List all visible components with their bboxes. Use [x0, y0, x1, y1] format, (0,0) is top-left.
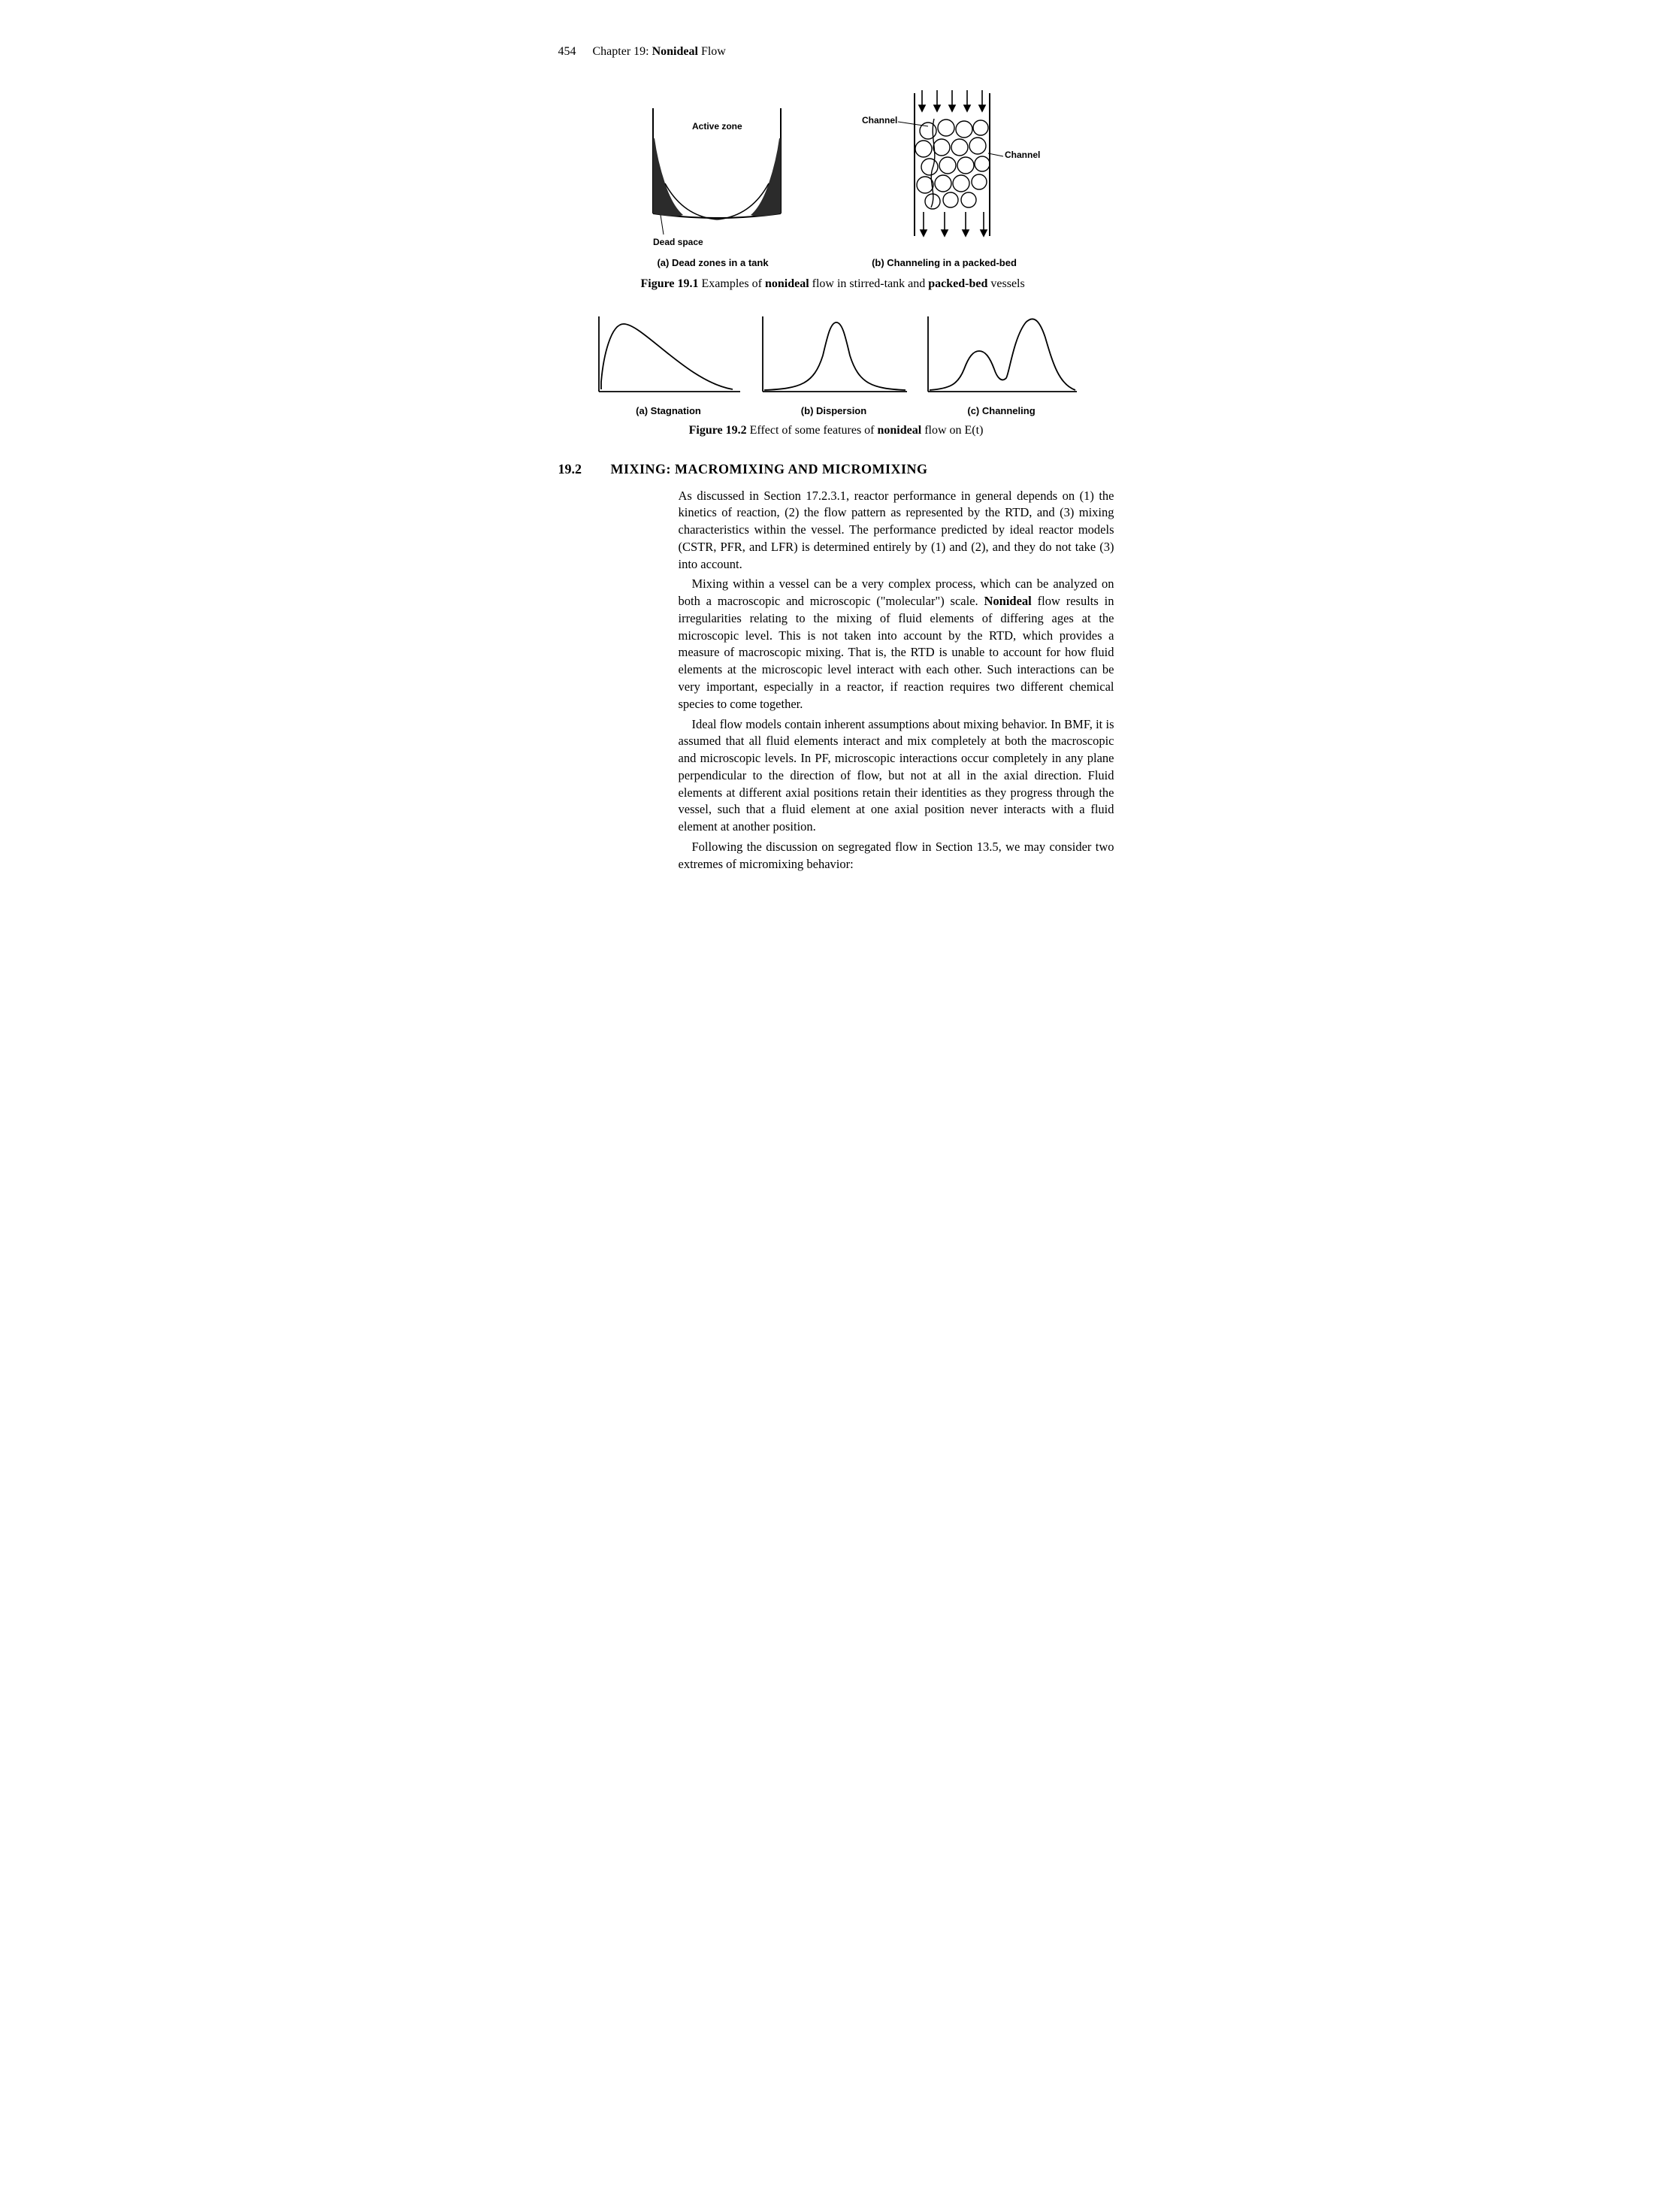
- figure-19-1-caption: Figure 19.1 Examples of nonideal flow in…: [641, 276, 1032, 292]
- figure-19-2-caption-bold1: nonideal: [878, 424, 922, 437]
- figure-19-1-caption-bold2: packed-bed: [928, 277, 987, 290]
- dead-space-label: Dead space: [653, 237, 703, 247]
- section-number: 19.2: [558, 461, 593, 477]
- figure-19-2-a-caption: (a) Stagnation: [590, 405, 748, 416]
- figure-19-1-caption-mid1: Examples of: [699, 277, 765, 290]
- figure-19-2-caption-lead: Figure 19.2: [689, 424, 747, 437]
- chapter-label: Chapter 19:: [593, 45, 649, 58]
- dispersion-curve: [755, 310, 913, 401]
- page: 454 Chapter 19: Nonideal Flow: [498, 0, 1175, 936]
- section-title: MIXING: MACROMIXING AND MICROMIXING: [611, 461, 928, 477]
- page-number: 454: [558, 45, 576, 58]
- figure-19-1-b: Channel Channel (b) Channeling in a pack…: [839, 86, 1050, 268]
- figure-19-2-caption: Figure 19.2 Effect of some features of n…: [596, 424, 1077, 437]
- figure-19-2-b-caption: (b) Dispersion: [755, 405, 913, 416]
- paragraph-2: Mixing within a vessel can be a very com…: [679, 576, 1114, 713]
- figure-19-1-a-caption: (a) Dead zones in a tank: [623, 257, 803, 268]
- figure-19-2: (a) Stagnation (b) Dispersion (c) Channe…: [596, 310, 1077, 437]
- paragraph-1: As discussed in Section 17.2.3.1, reacto…: [679, 488, 1114, 573]
- figure-19-1: Active zone Dead space (a) Dead zones in…: [611, 86, 1062, 292]
- channeling-curve: [921, 310, 1083, 401]
- paragraph-2-bold: Nonideal: [984, 594, 1032, 608]
- active-zone-label: Active zone: [692, 121, 742, 132]
- stagnation-curve: [590, 310, 748, 401]
- channel-label-right: Channel: [1005, 150, 1040, 160]
- body-text: As discussed in Section 17.2.3.1, reacto…: [679, 488, 1114, 873]
- paragraph-3: Ideal flow models contain inherent assum…: [679, 716, 1114, 836]
- figure-19-1-caption-lead: Figure 19.1: [641, 277, 699, 290]
- figure-19-2-row: (a) Stagnation (b) Dispersion (c) Channe…: [596, 310, 1077, 416]
- figure-19-1-caption-bold1: nonideal: [765, 277, 809, 290]
- chapter-name-rest: Flow: [701, 45, 726, 58]
- figure-19-2-caption-mid1: Effect of some features of: [747, 424, 878, 437]
- figure-19-2-caption-tail: flow on E(t): [921, 424, 983, 437]
- figure-19-2-c-caption: (c) Channeling: [921, 405, 1083, 416]
- figure-19-2-a: (a) Stagnation: [590, 310, 748, 416]
- curve-c-path: [930, 319, 1075, 390]
- figure-19-2-b: (b) Dispersion: [755, 310, 913, 416]
- figure-19-2-c: (c) Channeling: [921, 310, 1083, 416]
- figure-19-1-caption-tail: vessels: [987, 277, 1024, 290]
- section-heading: 19.2 MIXING: MACROMIXING AND MICROMIXING: [558, 461, 1114, 477]
- curve-b-path: [764, 322, 906, 390]
- figure-19-1-b-caption: (b) Channeling in a packed-bed: [839, 257, 1050, 268]
- figure-19-1-row: Active zone Dead space (a) Dead zones in…: [611, 86, 1062, 268]
- channel-label-left: Channel: [862, 115, 897, 126]
- running-header: 454 Chapter 19: Nonideal Flow: [558, 45, 1114, 59]
- chapter-name-bold: Nonideal: [652, 45, 698, 58]
- tank-diagram: Active zone Dead space: [623, 86, 803, 251]
- packed-bed-diagram: Channel Channel: [839, 86, 1050, 251]
- paragraph-4: Following the discussion on segregated f…: [679, 839, 1114, 873]
- figure-19-1-a: Active zone Dead space (a) Dead zones in…: [623, 86, 803, 268]
- curve-a-path: [601, 324, 733, 389]
- figure-19-1-caption-mid2: flow in stirred-tank and: [809, 277, 929, 290]
- paragraph-2b: flow results in irregularities relating …: [679, 594, 1114, 711]
